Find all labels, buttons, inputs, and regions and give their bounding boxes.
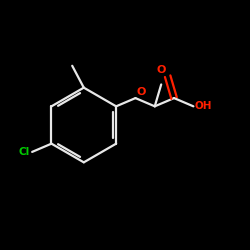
Text: O: O [156, 65, 166, 75]
Text: OH: OH [195, 101, 212, 111]
Text: Cl: Cl [19, 147, 30, 157]
Text: O: O [136, 87, 145, 97]
